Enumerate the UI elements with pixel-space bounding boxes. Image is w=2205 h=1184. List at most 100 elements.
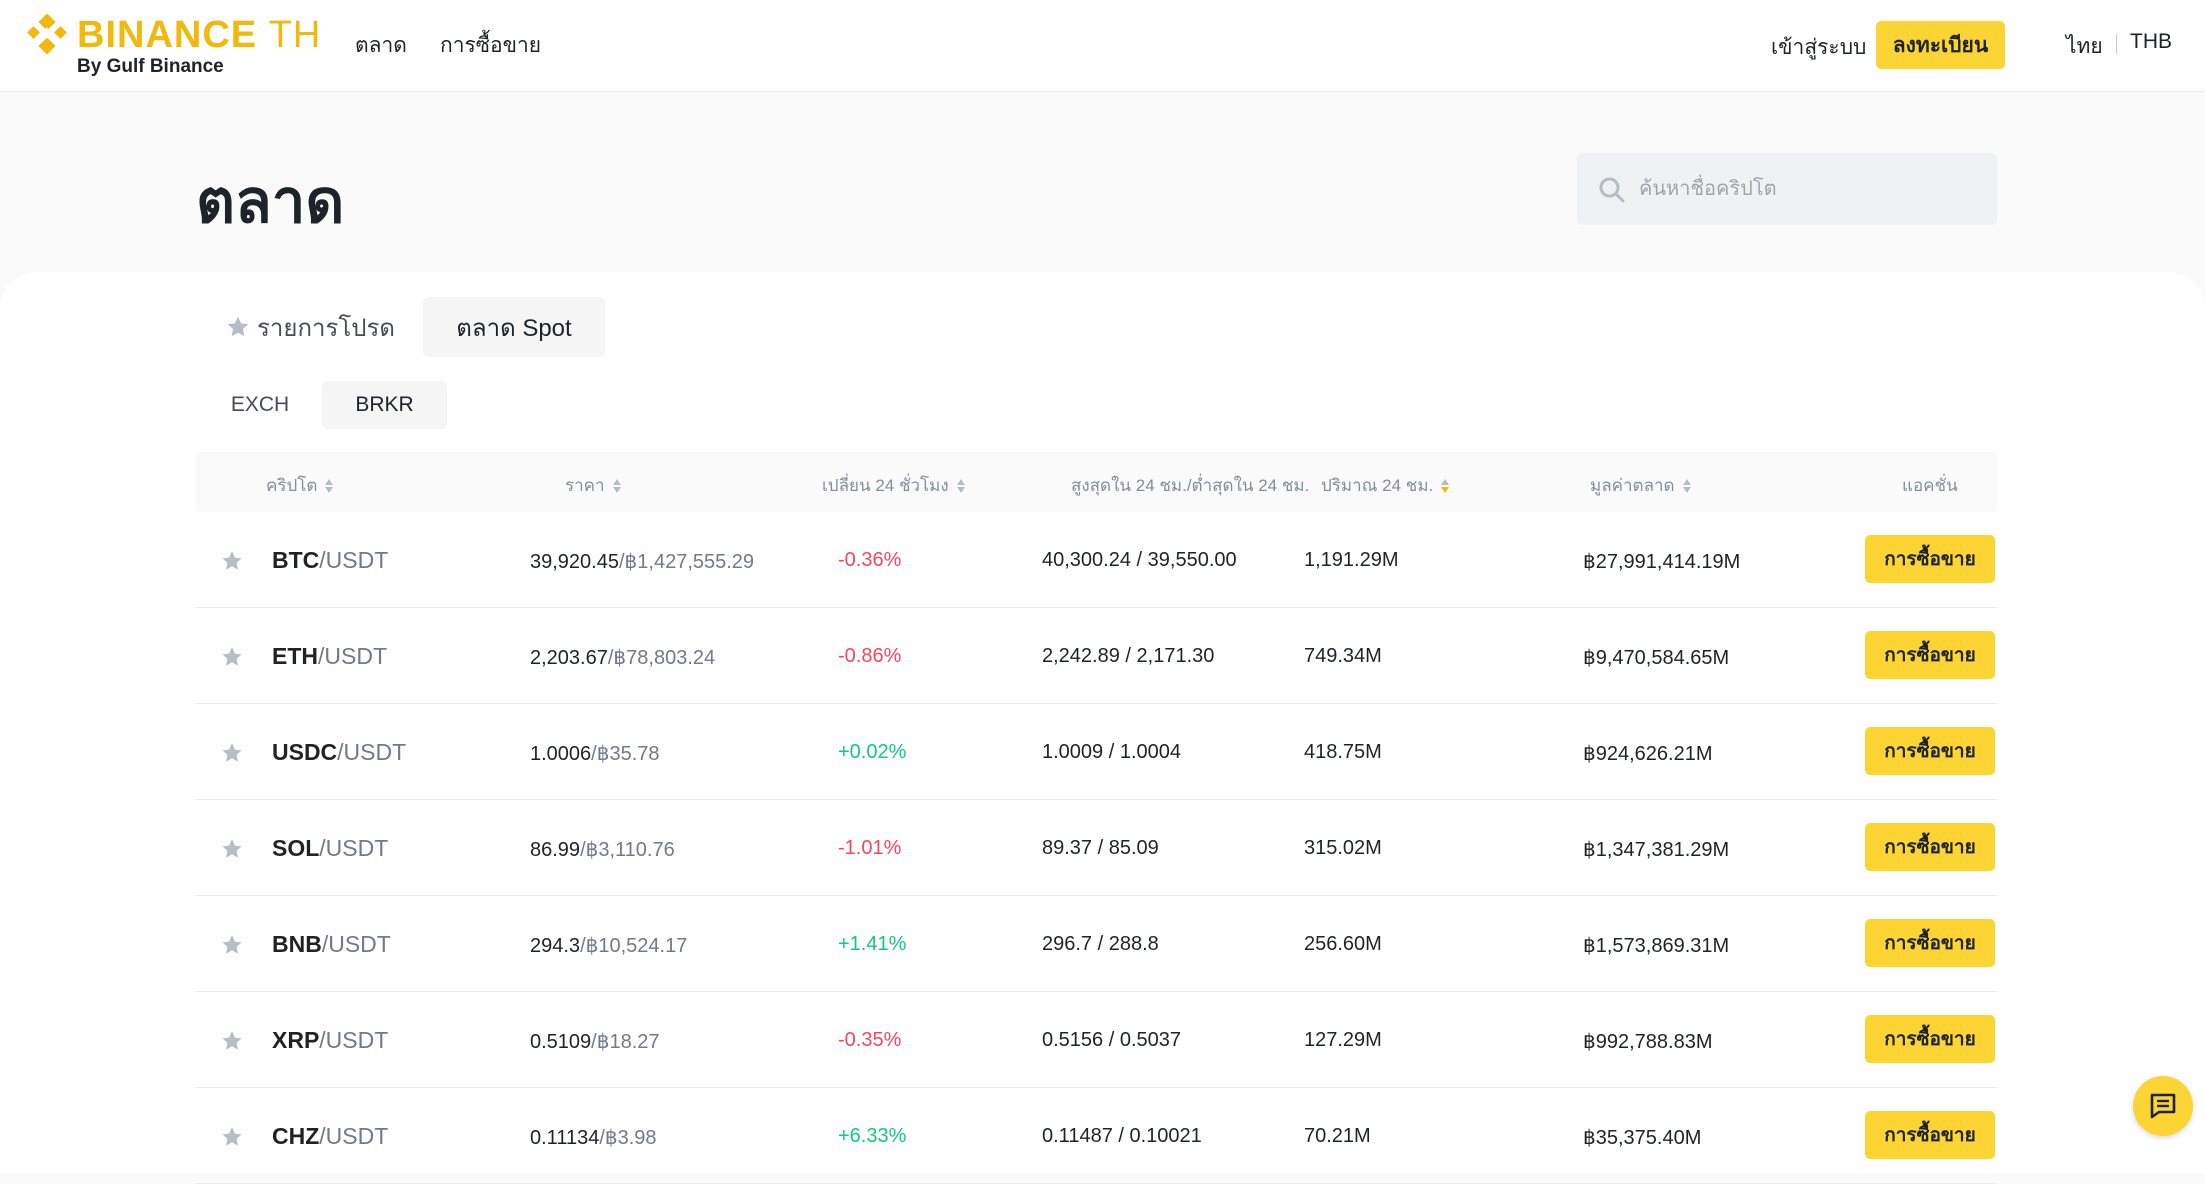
price-thb: /฿3,110.76: [580, 839, 675, 861]
trade-button[interactable]: การซื้อขาย: [1865, 1111, 1995, 1159]
high-low-cell: 2,242.89 / 2,171.30: [1042, 645, 1215, 667]
price-thb: /฿35.78: [591, 743, 660, 765]
star-icon[interactable]: [220, 1029, 244, 1053]
price-cell: 294.3/฿10,524.17: [530, 933, 687, 958]
price-usdt: 294.3: [530, 935, 581, 957]
header-volume[interactable]: ปริมาณ 24 ชม.: [1321, 472, 1450, 499]
star-icon[interactable]: [220, 933, 244, 957]
change-cell: +1.41%: [838, 933, 907, 955]
header-market-cap[interactable]: มูลค่าตลาด: [1590, 472, 1692, 499]
price-thb: /฿3.98: [599, 1127, 657, 1149]
table-row[interactable]: CHZ/USDT 0.11134/฿3.98 +6.33% 0.11487 / 0.1…: [196, 1088, 1997, 1184]
market-cap-cell: ฿992,788.83M: [1583, 1031, 1713, 1053]
star-icon[interactable]: [220, 549, 244, 573]
star-icon[interactable]: [220, 1125, 244, 1149]
brand-subtitle: By Gulf Binance: [77, 56, 224, 77]
star-icon: [227, 316, 249, 337]
pair-name[interactable]: BTC/USDT: [272, 547, 388, 574]
tab-spot[interactable]: ตลาด Spot: [423, 297, 605, 357]
pair-quote: /USDT: [337, 739, 407, 765]
table-row[interactable]: BNB/USDT 294.3/฿10,524.17 +1.41% 296.7 / 28…: [196, 896, 1997, 992]
price-thb: /฿10,524.17: [580, 935, 688, 957]
pair-name[interactable]: BNB/USDT: [272, 931, 391, 958]
pair-quote: /USDT: [319, 1027, 389, 1053]
volume-cell: 127.29M: [1304, 1029, 1382, 1051]
trade-button[interactable]: การซื้อขาย: [1865, 919, 1995, 967]
binance-logo[interactable]: BINANCE TH By Gulf Binance: [24, 12, 324, 80]
register-button[interactable]: ลงทะเบียน: [1876, 21, 2005, 69]
sort-icon: [1682, 478, 1692, 494]
volume-cell: 1,191.29M: [1304, 549, 1399, 571]
market-cap-cell: ฿1,347,381.29M: [1583, 839, 1730, 861]
table-row[interactable]: XRP/USDT 0.5109/฿18.27 -0.35% 0.5156 / 0.50…: [196, 992, 1997, 1088]
price-thb: /฿1,427,555.29: [618, 551, 755, 573]
search-input[interactable]: [1639, 153, 1979, 225]
sort-icon: [956, 478, 966, 494]
change-cell: -0.86%: [838, 645, 902, 667]
chat-button[interactable]: [2133, 1076, 2193, 1136]
price-thb: /฿18.27: [591, 1031, 660, 1053]
currency-selector[interactable]: THB: [2130, 30, 2172, 53]
table-row[interactable]: BTC/USDT 39,920.45/฿1,427,555.29 -0.36% 40,…: [196, 512, 1997, 608]
pair-base: ETH: [272, 643, 318, 669]
pair-name[interactable]: XRP/USDT: [272, 1027, 388, 1054]
star-icon[interactable]: [220, 837, 244, 861]
change-cell: -0.35%: [838, 1029, 902, 1051]
subtab-exch[interactable]: EXCH: [230, 393, 290, 416]
star-icon[interactable]: [220, 645, 244, 669]
volume-cell: 315.02M: [1304, 837, 1382, 859]
price-cell: 39,920.45/฿1,427,555.29: [530, 549, 754, 574]
trade-button[interactable]: การซื้อขาย: [1865, 631, 1995, 679]
price-cell: 1.0006/฿35.78: [530, 741, 660, 766]
price-thb: /฿78,803.24: [607, 647, 716, 669]
change-cell: +6.33%: [838, 1125, 907, 1147]
change-cell: +0.02%: [838, 741, 907, 763]
price-usdt: 0.11134: [530, 1127, 600, 1149]
volume-cell: 418.75M: [1304, 741, 1382, 763]
price-cell: 0.5109/฿18.27: [530, 1029, 660, 1054]
trade-button[interactable]: การซื้อขาย: [1865, 535, 1995, 583]
star-icon[interactable]: [220, 741, 244, 765]
login-link[interactable]: เข้าสู่ระบบ: [1771, 36, 1867, 59]
pair-quote: /USDT: [319, 1123, 389, 1149]
header-change[interactable]: เปลี่ยน 24 ชั่วโมง: [822, 472, 966, 499]
high-low-cell: 0.11487 / 0.10021: [1042, 1125, 1202, 1147]
price-cell: 86.99/฿3,110.76: [530, 837, 675, 862]
trade-button[interactable]: การซื้อขาย: [1865, 823, 1995, 871]
sort-icon: [325, 478, 334, 494]
trade-button[interactable]: การซื้อขาย: [1865, 727, 1995, 775]
nav-trade[interactable]: การซื้อขาย: [440, 34, 542, 57]
pair-name[interactable]: USDC/USDT: [272, 739, 406, 766]
table-row[interactable]: USDC/USDT 1.0006/฿35.78 +0.02% 1.0009 / 1.0…: [196, 704, 1997, 800]
header-high-low: สูงสุดใน 24 ชม./ต่ำสุดใน 24 ชม.: [1071, 476, 1310, 495]
high-low-cell: 296.7 / 288.8: [1042, 933, 1159, 955]
pair-base: SOL: [272, 835, 320, 861]
header-price[interactable]: ราคา: [565, 472, 622, 499]
high-low-cell: 1.0009 / 1.0004: [1042, 741, 1182, 763]
search-box[interactable]: [1577, 153, 1997, 225]
price-usdt: 39,920.45: [530, 551, 619, 573]
header-crypto[interactable]: คริปโต: [266, 472, 334, 499]
volume-cell: 256.60M: [1304, 933, 1382, 955]
pair-base: BNB: [272, 931, 322, 957]
price-cell: 2,203.67/฿78,803.24: [530, 645, 715, 670]
trade-button[interactable]: การซื้อขาย: [1865, 1015, 1995, 1063]
pair-name[interactable]: CHZ/USDT: [272, 1123, 388, 1150]
table-row[interactable]: ETH/USDT 2,203.67/฿78,803.24 -0.86% 2,242.8…: [196, 608, 1997, 704]
pair-name[interactable]: ETH/USDT: [272, 643, 387, 670]
price-usdt: 0.5109: [530, 1031, 592, 1053]
market-cap-cell: ฿9,470,584.65M: [1583, 647, 1730, 669]
subtab-brkr[interactable]: BRKR: [322, 381, 447, 429]
language-selector[interactable]: ไทย: [2066, 35, 2103, 58]
market-cap-cell: ฿1,573,869.31M: [1583, 935, 1730, 957]
pair-name[interactable]: SOL/USDT: [272, 835, 388, 862]
market-cap-cell: ฿27,991,414.19M: [1583, 551, 1741, 573]
change-cell: -1.01%: [838, 837, 902, 859]
volume-cell: 70.21M: [1304, 1125, 1371, 1147]
page-title: ตลาด: [196, 168, 345, 235]
nav-markets[interactable]: ตลาด: [355, 34, 407, 57]
tab-favorites[interactable]: รายการโปรด: [220, 297, 400, 357]
table-row[interactable]: SOL/USDT 86.99/฿3,110.76 -1.01% 89.37 / 85.…: [196, 800, 1997, 896]
price-usdt: 86.99: [530, 839, 581, 861]
header-action: แอคชั่น: [1902, 476, 1958, 495]
